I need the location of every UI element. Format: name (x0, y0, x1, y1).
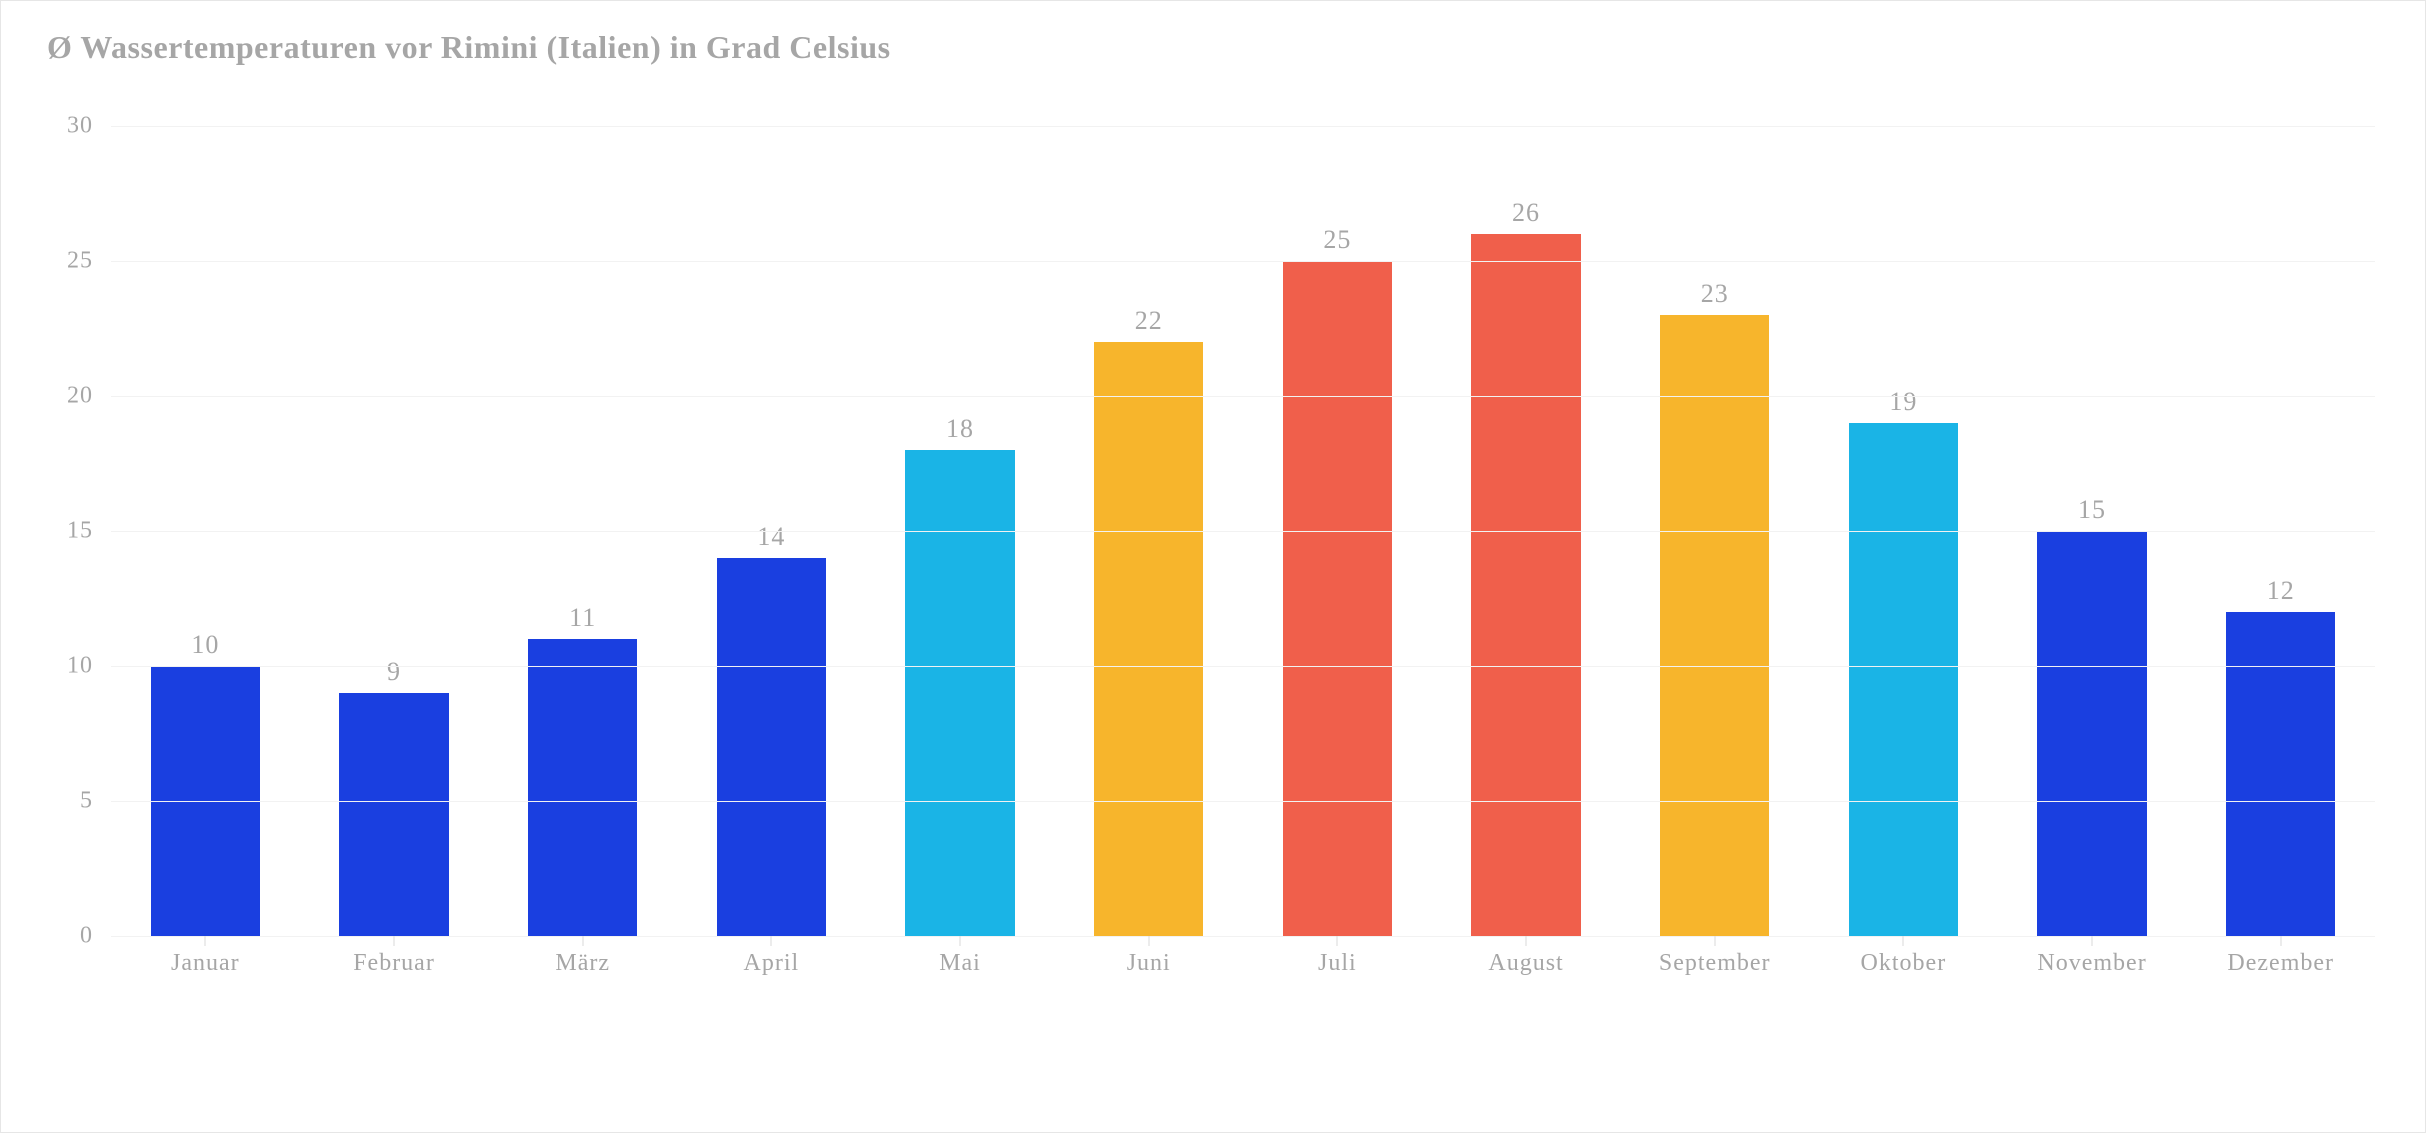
x-axis-label: Januar (111, 936, 300, 1006)
x-axis-label: August (1432, 936, 1621, 1006)
bar-value-label: 25 (1323, 225, 1351, 255)
bar-value-label: 22 (1135, 306, 1163, 336)
bar (1849, 423, 1958, 936)
bar (1471, 234, 1580, 936)
bar-value-label: 12 (2267, 576, 2295, 606)
y-tick-label: 20 (67, 382, 111, 409)
gridline (111, 126, 2375, 127)
x-tick (771, 936, 772, 946)
x-tick (960, 936, 961, 946)
x-axis-label: Mai (866, 936, 1055, 1006)
gridline (111, 261, 2375, 262)
x-axis-label: April (677, 936, 866, 1006)
bar-value-label: 10 (191, 630, 219, 660)
bar-value-label: 11 (569, 603, 596, 633)
bar-value-label: 14 (757, 522, 785, 552)
gridline (111, 801, 2375, 802)
x-axis-label: Juni (1054, 936, 1243, 1006)
plot: 10911141822252623191512 051015202530 Jan… (111, 126, 2375, 1006)
y-tick-label: 30 (67, 113, 111, 140)
bar (339, 693, 448, 936)
y-tick-label: 15 (67, 518, 111, 545)
x-tick (1714, 936, 1715, 946)
x-axis-labels: JanuarFebruarMärzAprilMaiJuniJuliAugustS… (111, 936, 2375, 1006)
x-tick (205, 936, 206, 946)
bar-value-label: 19 (1889, 387, 1917, 417)
gridline (111, 396, 2375, 397)
x-axis-label: Oktober (1809, 936, 1998, 1006)
y-tick-label: 5 (80, 788, 111, 815)
x-tick (1337, 936, 1338, 946)
bar (528, 639, 637, 936)
plot-area: 10911141822252623191512 051015202530 (111, 126, 2375, 936)
x-tick (1526, 936, 1527, 946)
x-axis-label: September (1620, 936, 1809, 1006)
gridline (111, 531, 2375, 532)
bar (1660, 315, 1769, 936)
bar-value-label: 15 (2078, 495, 2106, 525)
x-tick (2092, 936, 2093, 946)
gridline (111, 666, 2375, 667)
bar (905, 450, 1014, 936)
x-axis-label: Dezember (2186, 936, 2375, 1006)
bar (1283, 261, 1392, 936)
bar-value-label: 9 (387, 657, 401, 687)
y-tick-label: 10 (67, 652, 111, 679)
bar (717, 558, 826, 936)
x-tick (1148, 936, 1149, 946)
y-tick-label: 25 (67, 247, 111, 274)
x-axis-label: März (488, 936, 677, 1006)
bar-value-label: 18 (946, 414, 974, 444)
bar (1094, 342, 1203, 936)
x-tick (1903, 936, 1904, 946)
x-tick (394, 936, 395, 946)
x-tick (582, 936, 583, 946)
x-axis-label: Juli (1243, 936, 1432, 1006)
bar-value-label: 23 (1701, 279, 1729, 309)
bar (2226, 612, 2335, 936)
chart-title: Ø Wassertemperaturen vor Rimini (Italien… (47, 29, 2385, 66)
water-temperature-chart: Ø Wassertemperaturen vor Rimini (Italien… (0, 0, 2426, 1133)
x-axis-label: November (1998, 936, 2187, 1006)
bar-value-label: 26 (1512, 198, 1540, 228)
y-tick-label: 0 (80, 923, 111, 950)
x-tick (2280, 936, 2281, 946)
bar (2037, 531, 2146, 936)
x-axis-label: Februar (300, 936, 489, 1006)
